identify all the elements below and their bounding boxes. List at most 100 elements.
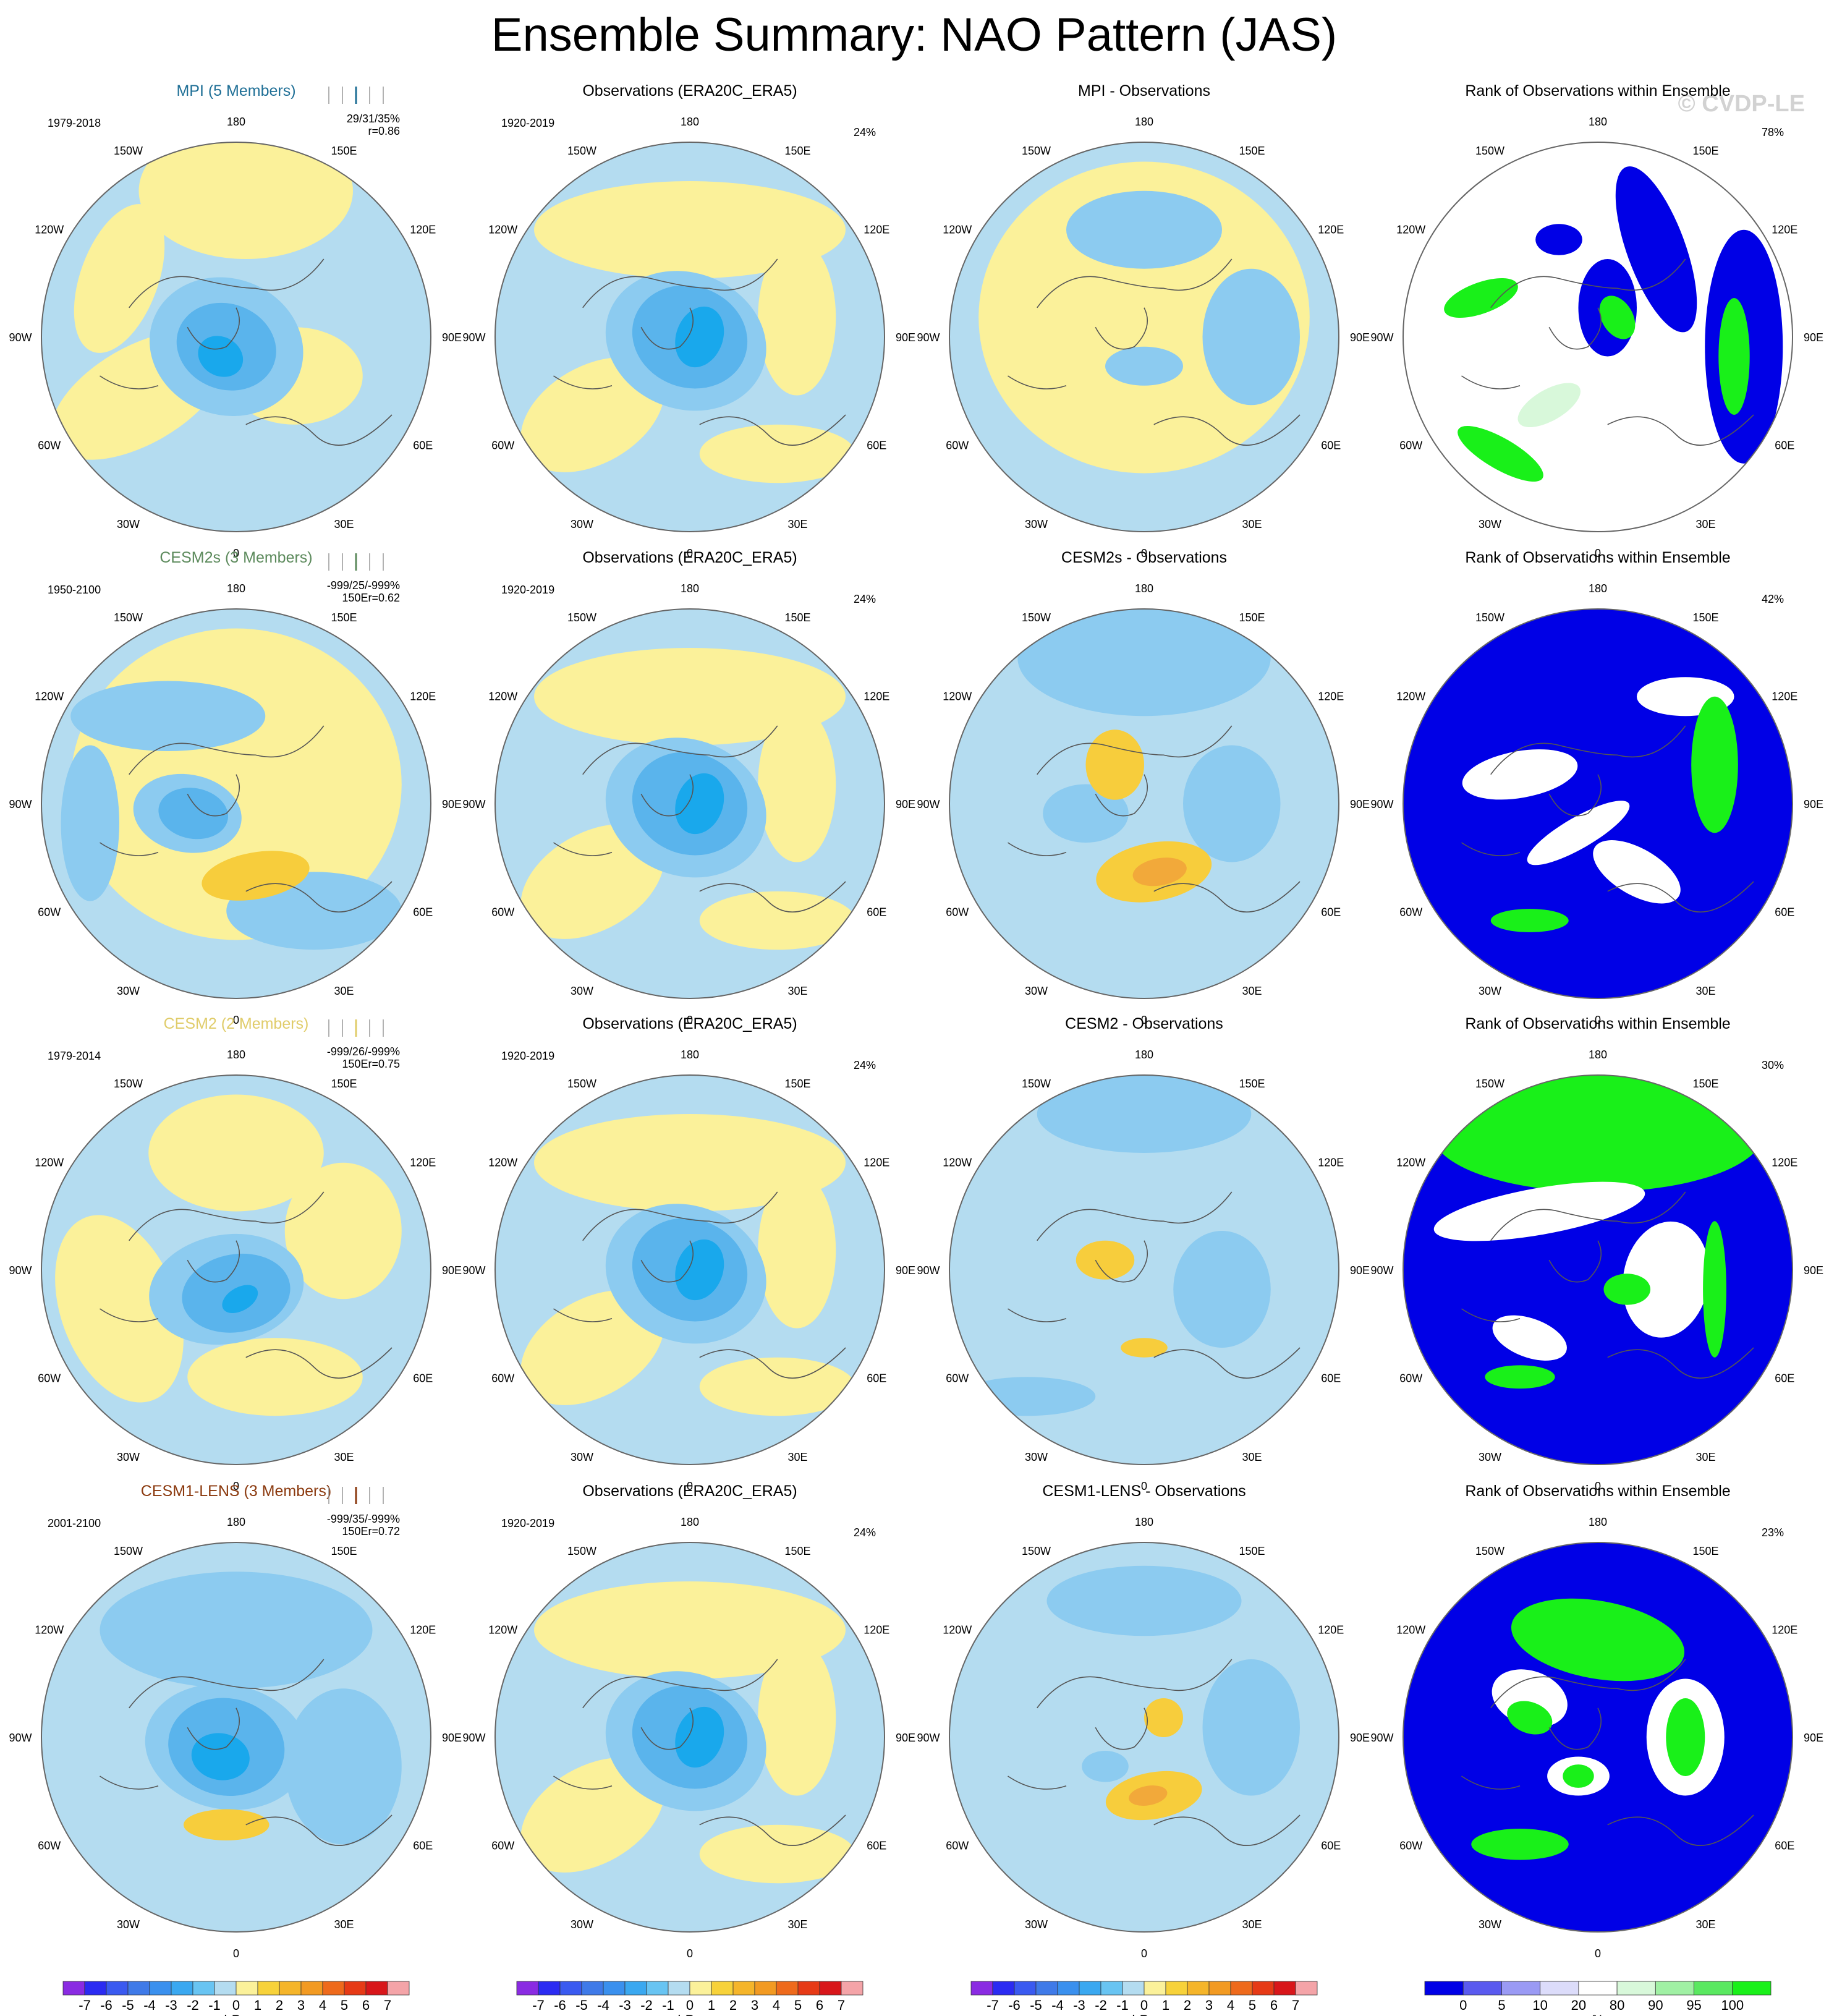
longitude-label: 30E	[1695, 518, 1715, 530]
map-border	[949, 142, 1339, 532]
rank-panel: Rank of Observations within Ensemble 180 1…	[1370, 1015, 1823, 1492]
field-contour-region	[1129, 1785, 1168, 1806]
map-border	[41, 142, 431, 532]
obs-map-field	[495, 142, 885, 532]
longitude-label: 150W	[114, 611, 143, 624]
longitude-label: 90W	[462, 798, 485, 810]
longitude-label: 60W	[1399, 1372, 1422, 1385]
longitude-label: 180	[1135, 1516, 1153, 1528]
field-contour-region	[1037, 1075, 1252, 1153]
colorbar-swatch	[236, 1981, 258, 1996]
longitude-label: 120E	[410, 1624, 436, 1636]
field-contour-region	[534, 1114, 846, 1212]
stats-summary: -999/35/-999%	[327, 1513, 400, 1525]
colorbar-unit: hPa	[1132, 2012, 1156, 2016]
longitude-label: 120E	[1318, 1157, 1344, 1169]
coastline	[100, 258, 393, 446]
field-contour-region	[520, 1758, 664, 1873]
longitude-label: 0	[1595, 1947, 1601, 1960]
colorbar-swatch	[365, 1981, 388, 1996]
panel-title: Rank of Observations within Ensemble	[1465, 549, 1730, 566]
panel-title: Observations (ERA20C_ERA5)	[582, 1482, 797, 1500]
longitude-label: 150W	[114, 145, 143, 157]
colorbar-swatch	[1100, 1981, 1123, 1996]
longitude-label: 120E	[1318, 1624, 1344, 1636]
longitude-label: 180	[227, 1516, 245, 1528]
longitude-label: 30E	[334, 518, 354, 530]
field-contour-region	[675, 1239, 724, 1301]
colorbar-tick-label: -2	[187, 1997, 199, 2013]
longitude-label: 120E	[1318, 224, 1344, 236]
longitude-label: 60E	[1321, 1372, 1341, 1385]
colorbar-swatch	[387, 1981, 410, 1996]
longitude-label: 90W	[917, 1732, 940, 1744]
field-contour-region	[959, 1377, 1096, 1416]
panel-title: CESM2s - Observations	[1061, 549, 1227, 566]
field-contour-region	[74, 204, 165, 353]
longitude-label: 60W	[38, 1840, 61, 1852]
correlation-label: 150Er=0.62	[342, 592, 400, 604]
longitude-label: 60E	[867, 440, 886, 452]
panel-title: MPI - Observations	[1078, 82, 1210, 100]
longitude-label: 150E	[1239, 611, 1265, 624]
longitude-label: 30E	[787, 985, 807, 997]
longitude-label: 60W	[491, 1372, 514, 1385]
longitude-label: 120E	[410, 224, 436, 236]
colorbar-tick-label: 6	[816, 1997, 823, 2013]
correlation-label: 150Er=0.72	[342, 1525, 400, 1538]
colorbar-tick-label: -5	[122, 1997, 134, 2013]
field-contour-region	[534, 1581, 846, 1679]
longitude-label: 180	[1135, 116, 1153, 128]
longitude-label: 120E	[864, 224, 889, 236]
colorbar-swatch	[581, 1981, 604, 1996]
colorbar-swatch	[516, 1981, 539, 1996]
panel-grid: MPI (5 Members) 180 150E 120E 90E 60E 30E 0 30W 6…	[9, 82, 1823, 1960]
coastline	[1008, 725, 1301, 913]
longitude-label: 150W	[1475, 145, 1504, 157]
longitude-label: 180	[1589, 582, 1607, 595]
field-contour-region	[699, 891, 855, 950]
longitude-label: 120W	[35, 1624, 64, 1636]
field-contour-region	[758, 1640, 836, 1796]
longitude-label: 120E	[864, 691, 889, 703]
panel-title: Observations (ERA20C_ERA5)	[582, 1015, 797, 1032]
longitude-label: 0	[1595, 1480, 1601, 1492]
coastline	[100, 1191, 393, 1379]
model-map-field	[41, 142, 431, 532]
longitude-label: 30E	[787, 1918, 807, 1931]
field-contour-region	[100, 1572, 373, 1689]
percent-label: 78%	[1762, 126, 1784, 138]
field-contour-region	[1183, 745, 1281, 862]
longitude-label: 60W	[38, 906, 61, 919]
colorbar-tick-label: 1	[1162, 1997, 1169, 2013]
colorbar-swatch	[1122, 1981, 1145, 1996]
map-border	[494, 142, 885, 532]
field-contour-region	[1432, 1075, 1763, 1192]
longitude-label: 90W	[462, 331, 485, 344]
longitude-label: 60W	[1399, 1840, 1422, 1852]
colorbar-swatch	[841, 1981, 864, 1996]
longitude-label: 60W	[38, 440, 61, 452]
longitude-label: 30W	[117, 985, 140, 997]
longitude-label: 90W	[462, 1732, 485, 1744]
longitude-label: 60E	[867, 1840, 886, 1852]
longitude-label: 60W	[491, 1840, 514, 1852]
colorbar-swatch	[776, 1981, 799, 1996]
colorbar-tick-label: -5	[1030, 1997, 1042, 2013]
period-label: 1979-2018	[48, 117, 101, 129]
field-contour-region	[183, 1809, 269, 1840]
field-contour-region	[1527, 801, 1630, 866]
colorbar-swatch	[1144, 1981, 1166, 1996]
longitude-label: 30E	[787, 1451, 807, 1463]
colorbar-tick-label: 6	[362, 1997, 370, 2013]
colorbar-swatch	[149, 1981, 172, 1996]
colorbar-swatch	[970, 1981, 993, 1996]
longitude-label: 60E	[1775, 440, 1794, 452]
field-contour-region	[1471, 1829, 1569, 1860]
colorbar-tick-label: 7	[838, 1997, 845, 2013]
longitude-label: 180	[1589, 1516, 1607, 1528]
colorbar-swatch	[106, 1981, 129, 1996]
period-label: 1920-2019	[501, 584, 554, 596]
field-contour-region	[1718, 298, 1750, 415]
colorbar-tick-label: -7	[987, 1997, 999, 2013]
